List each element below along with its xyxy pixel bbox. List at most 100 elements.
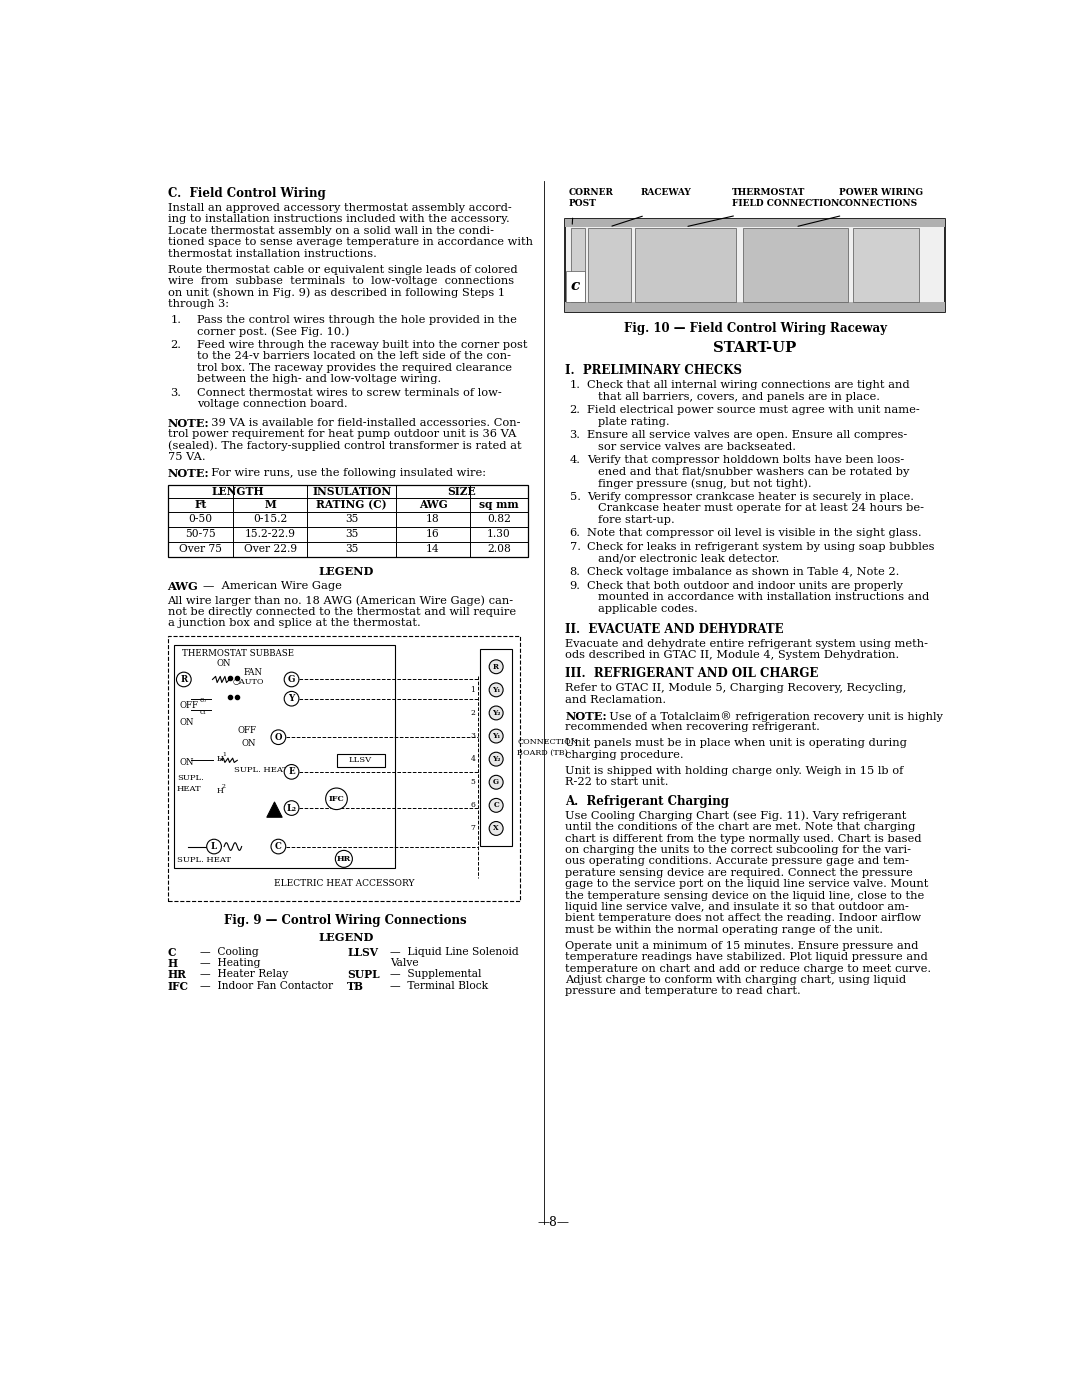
Text: SUPL. HEAT: SUPL. HEAT: [177, 856, 231, 863]
Text: 6.: 6.: [569, 528, 581, 538]
Circle shape: [489, 729, 503, 743]
Text: 1.: 1.: [171, 314, 181, 326]
Text: POST: POST: [569, 198, 597, 208]
Text: C: C: [167, 947, 176, 958]
Text: 14: 14: [427, 545, 440, 555]
Text: H: H: [216, 788, 224, 795]
Text: Evacuate and dehydrate entire refrigerant system using meth-: Evacuate and dehydrate entire refrigeran…: [565, 638, 928, 650]
Circle shape: [271, 840, 286, 854]
Text: LENGTH: LENGTH: [211, 486, 264, 497]
Text: mounted in accordance with installation instructions and: mounted in accordance with installation …: [597, 592, 929, 602]
Text: Over 75: Over 75: [179, 545, 222, 555]
Text: trol power requirement for heat pump outdoor unit is 36 VA: trol power requirement for heat pump out…: [167, 429, 516, 439]
Text: AWG: AWG: [167, 581, 199, 591]
Text: HR: HR: [337, 855, 351, 863]
Text: 1: 1: [471, 686, 475, 694]
Bar: [167, 485, 528, 557]
Text: ON: ON: [180, 759, 194, 767]
Text: chart is different from the type normally used. Chart is based: chart is different from the type normall…: [565, 834, 921, 844]
Text: 5.: 5.: [569, 492, 581, 502]
Text: I.  PRELIMINARY CHECKS: I. PRELIMINARY CHECKS: [565, 365, 742, 377]
Bar: [853, 228, 919, 302]
Text: ened and that flat/snubber washers can be rotated by: ened and that flat/snubber washers can b…: [597, 467, 909, 476]
Text: ous operating conditions. Accurate pressure gage and tem-: ous operating conditions. Accurate press…: [565, 856, 909, 866]
Text: Field electrical power source must agree with unit name-: Field electrical power source must agree…: [586, 405, 919, 415]
Text: c₁: c₁: [200, 708, 206, 715]
Text: R: R: [180, 675, 188, 685]
Bar: [174, 645, 394, 868]
Text: CONNECTION
BOARD (TB): CONNECTION BOARD (TB): [517, 738, 578, 757]
Circle shape: [489, 821, 503, 835]
Text: c: c: [571, 279, 580, 293]
Text: 35: 35: [345, 529, 359, 539]
Text: Check that all internal wiring connections are tight and: Check that all internal wiring connectio…: [586, 380, 909, 390]
Text: SIZE: SIZE: [448, 486, 476, 497]
Text: Valve: Valve: [390, 958, 419, 968]
Text: ON: ON: [180, 718, 194, 726]
Text: 18: 18: [427, 514, 440, 524]
Text: M: M: [265, 500, 276, 510]
Text: ing to installation instructions included with the accessory.: ing to installation instructions include…: [167, 215, 510, 225]
Text: 2.: 2.: [171, 339, 181, 351]
Text: —  Indoor Fan Contactor: — Indoor Fan Contactor: [200, 981, 334, 990]
Text: III.  REFRIGERANT AND OIL CHARGE: III. REFRIGERANT AND OIL CHARGE: [565, 668, 819, 680]
Text: tioned space to sense average temperature in accordance with: tioned space to sense average temperatur…: [167, 237, 532, 247]
Text: thermostat installation instructions.: thermostat installation instructions.: [167, 249, 377, 258]
Text: (sealed). The factory-supplied control transformer is rated at: (sealed). The factory-supplied control t…: [167, 440, 522, 451]
Text: LLSV: LLSV: [349, 756, 373, 764]
Text: 15.2-22.9: 15.2-22.9: [245, 529, 296, 539]
Circle shape: [284, 764, 299, 780]
Text: Check voltage imbalance as shown in Table 4, Note 2.: Check voltage imbalance as shown in Tabl…: [586, 567, 900, 577]
Text: gage to the service port on the liquid line service valve. Mount: gage to the service port on the liquid l…: [565, 879, 929, 888]
Circle shape: [284, 692, 299, 705]
Text: to the 24-v barriers located on the left side of the con-: to the 24-v barriers located on the left…: [197, 352, 511, 362]
Text: X: X: [494, 824, 499, 833]
Circle shape: [271, 729, 286, 745]
Circle shape: [489, 775, 503, 789]
Text: 35: 35: [345, 545, 359, 555]
Bar: [480, 650, 512, 845]
Text: Y₂: Y₂: [492, 756, 500, 763]
Text: Note that compressor oil level is visible in the sight glass.: Note that compressor oil level is visibl…: [586, 528, 921, 538]
Text: IFC: IFC: [167, 981, 189, 992]
Text: 1.30: 1.30: [487, 529, 511, 539]
Bar: [565, 219, 945, 312]
Text: E: E: [288, 767, 295, 777]
Text: that all barriers, covers, and panels are in place.: that all barriers, covers, and panels ar…: [597, 391, 880, 401]
Text: C: C: [494, 802, 499, 809]
Text: between the high- and low-voltage wiring.: between the high- and low-voltage wiring…: [197, 374, 442, 384]
Bar: [566, 271, 585, 302]
Text: 75 VA.: 75 VA.: [167, 451, 205, 462]
Text: O: O: [274, 732, 282, 742]
Text: NOTE:: NOTE:: [167, 418, 210, 429]
Text: Connect thermostat wires to screw terminals of low-: Connect thermostat wires to screw termin…: [197, 388, 502, 398]
Text: 2: 2: [221, 784, 226, 789]
Text: applicable codes.: applicable codes.: [597, 604, 698, 613]
Text: ELECTRIC HEAT ACCESSORY: ELECTRIC HEAT ACCESSORY: [273, 879, 414, 888]
Circle shape: [489, 799, 503, 812]
Text: All wire larger than no. 18 AWG (American Wire Gage) can-: All wire larger than no. 18 AWG (America…: [167, 595, 514, 606]
Text: 0-15.2: 0-15.2: [253, 514, 287, 524]
Text: —  American Wire Gage: — American Wire Gage: [203, 581, 342, 591]
Text: ○AUTO: ○AUTO: [232, 678, 265, 686]
Text: H: H: [216, 754, 224, 763]
Text: corner post. (See Fig. 10.): corner post. (See Fig. 10.): [197, 327, 349, 337]
Circle shape: [335, 851, 352, 868]
Text: R: R: [494, 662, 499, 671]
Bar: [635, 228, 735, 302]
Text: POWER WIRING: POWER WIRING: [838, 189, 922, 197]
Text: H: H: [167, 958, 178, 970]
Text: Ft: Ft: [194, 500, 206, 510]
Text: Verify that compressor holddown bolts have been loos-: Verify that compressor holddown bolts ha…: [586, 455, 904, 465]
Text: 3.: 3.: [171, 388, 181, 398]
Text: c₀: c₀: [200, 696, 206, 704]
Text: —  Cooling: — Cooling: [200, 947, 259, 957]
Text: 7.: 7.: [569, 542, 581, 552]
Text: Feed wire through the raceway built into the corner post: Feed wire through the raceway built into…: [197, 339, 527, 351]
Text: CORNER: CORNER: [569, 189, 613, 197]
Text: ON: ON: [241, 739, 256, 747]
Text: THERMOSTAT SUBBASE: THERMOSTAT SUBBASE: [181, 650, 294, 658]
Text: Y: Y: [288, 694, 295, 703]
Text: 4: 4: [471, 756, 475, 763]
Text: Install an approved accessory thermostat assembly accord-: Install an approved accessory thermostat…: [167, 203, 511, 214]
